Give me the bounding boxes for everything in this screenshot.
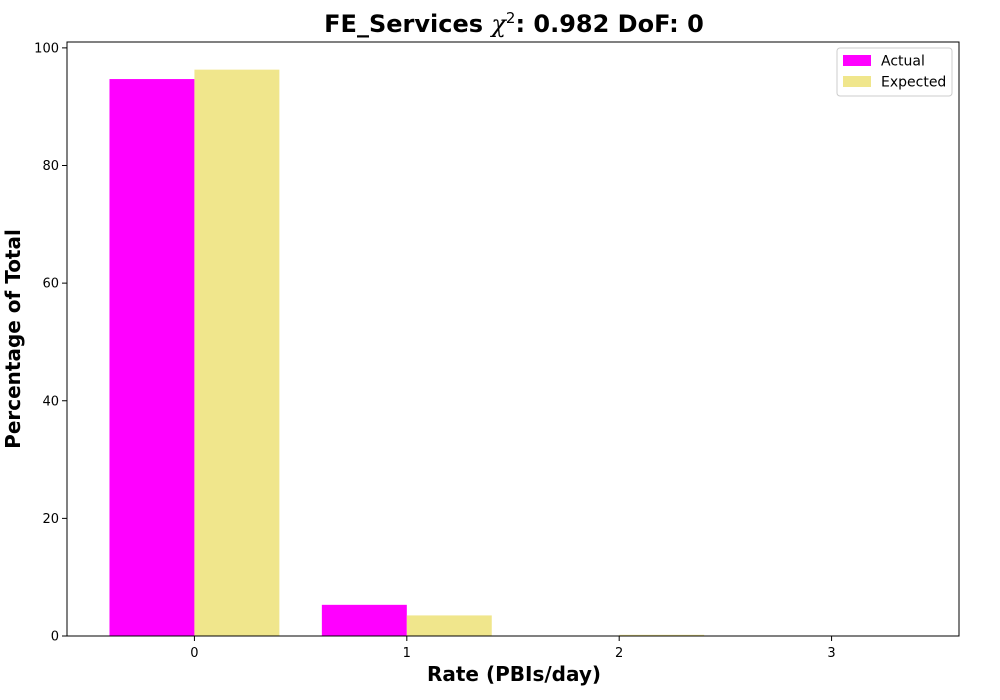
legend-swatch-actual — [843, 55, 871, 66]
x-tick-label: 0 — [190, 646, 198, 661]
x-axis-label: Rate (PBIs/day) — [427, 662, 601, 686]
plot-frame — [66, 41, 960, 637]
y-tick-label: 0 — [51, 630, 59, 645]
y-axis-label: Percentage of Total — [1, 229, 25, 449]
bar-expected-1 — [406, 615, 492, 636]
legend-label-expected: Expected — [881, 75, 946, 91]
legend-label-actual: Actual — [881, 54, 925, 70]
x-tick-label: 2 — [615, 646, 623, 661]
y-tick-label: 20 — [42, 512, 59, 527]
bar-actual-1 — [321, 604, 407, 636]
bar-expected-0 — [194, 69, 280, 636]
bars-layer — [109, 69, 705, 636]
y-tick-label: 40 — [42, 394, 59, 409]
bar-expected-2 — [619, 634, 705, 636]
legend-swatch-expected — [843, 76, 871, 87]
y-tick-label: 100 — [34, 41, 59, 56]
x-tick-label: 3 — [827, 646, 835, 661]
y-tick-label: 60 — [42, 277, 59, 292]
x-tick-label: 1 — [403, 646, 411, 661]
y-tick-label: 80 — [42, 159, 59, 174]
legend: Actual Expected — [836, 47, 953, 97]
bar-actual-0 — [109, 79, 195, 636]
y-ticks-layer: 0 20 40 60 80 100 — [34, 41, 67, 645]
x-ticks-layer: 0 1 2 3 — [190, 636, 836, 661]
chart-title: FE_Services χ2: 0.982 DoF: 0 — [324, 9, 704, 38]
